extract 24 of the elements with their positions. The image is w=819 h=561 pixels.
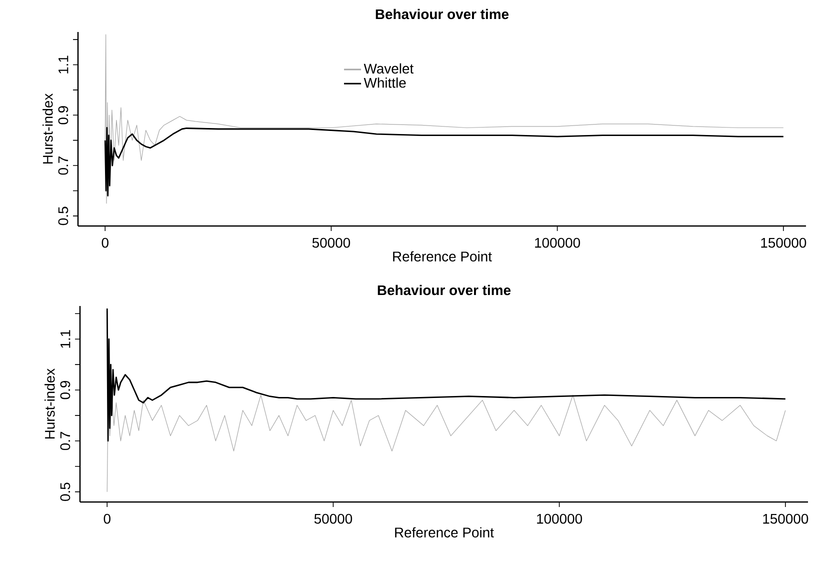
y-tick-label: 0.7 bbox=[60, 432, 70, 450]
x-tick-label: 50000 bbox=[314, 514, 352, 524]
y-tick-label: 1.1 bbox=[58, 56, 68, 74]
y-tick-label: 0.5 bbox=[60, 482, 70, 501]
x-tick-label: 100000 bbox=[535, 238, 580, 248]
y-tick-label: 0.5 bbox=[58, 206, 68, 226]
legend-label: Wavelet bbox=[364, 63, 414, 74]
y-tick-label: 0.7 bbox=[58, 156, 68, 175]
y-tick-label: 0.9 bbox=[60, 380, 70, 400]
x-tick-label: 0 bbox=[102, 238, 108, 248]
x-tick-label: 100000 bbox=[537, 514, 582, 524]
y-axis-title: Hurst-index bbox=[44, 368, 55, 439]
x-tick-label: 150000 bbox=[761, 238, 806, 248]
legend-label: Whittle bbox=[364, 78, 406, 88]
x-axis-title: Reference Point bbox=[395, 527, 494, 538]
x-tick-label: 0 bbox=[104, 514, 110, 524]
chart-title: Behaviour over time bbox=[376, 8, 509, 20]
x-tick-label: 150000 bbox=[763, 514, 808, 524]
x-axis-title: Reference Point bbox=[393, 251, 492, 262]
y-axis-title: Hurst-index bbox=[42, 94, 53, 164]
chart-title: Behaviour over time bbox=[378, 284, 511, 296]
y-tick-label: 1.1 bbox=[60, 330, 70, 348]
y-tick-label: 0.9 bbox=[58, 106, 68, 124]
x-tick-label: 50000 bbox=[312, 238, 350, 248]
